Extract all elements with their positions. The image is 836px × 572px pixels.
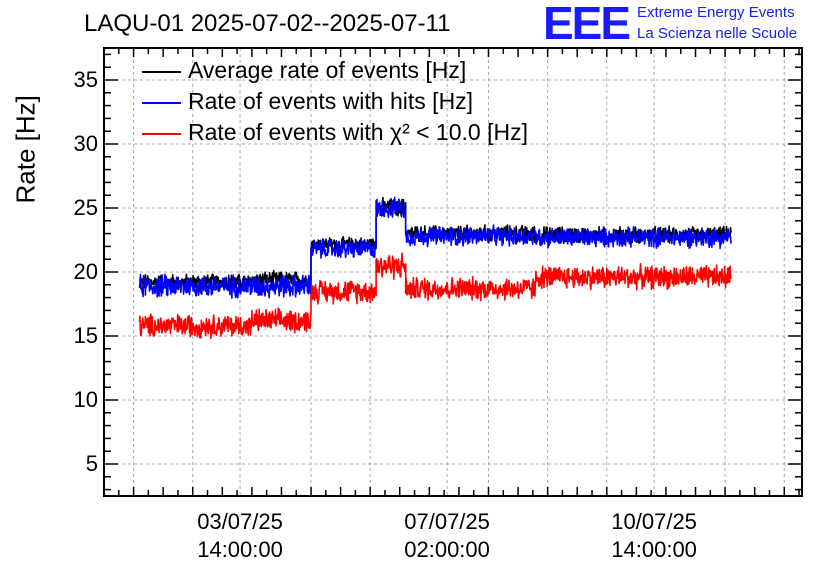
series-line-3 — [138, 252, 732, 339]
y-tick-label: 10 — [73, 387, 98, 412]
eee-logo: EEE — [543, 0, 631, 49]
series-line-2 — [138, 196, 732, 299]
y-tick-label: 20 — [73, 259, 98, 284]
x-tick-label: 03/07/25 14:00:00 — [197, 509, 283, 562]
y-tick-label: 25 — [73, 195, 98, 220]
chart-title: LAQU-01 2025-07-02--2025-07-11 — [84, 10, 451, 37]
legend-entry-1: Average rate of events [Hz] — [188, 57, 467, 83]
legend-entry-2: Rate of events with hits [Hz] — [188, 88, 474, 114]
x-tick-label: 07/07/25 02:00:00 — [404, 509, 490, 562]
y-tick-label: 15 — [73, 323, 98, 348]
x-tick-label: 10/07/25 14:00:00 — [611, 509, 697, 562]
y-tick-label: 30 — [73, 131, 98, 156]
legend-entry-3: Rate of events with χ² < 10.0 [Hz] — [188, 119, 528, 145]
y-axis-label: Rate [Hz] — [10, 95, 41, 204]
y-tick-label: 5 — [85, 451, 98, 476]
logo-line-2: La Scienza nelle Scuole — [637, 25, 798, 42]
logo-line-1: Extreme Energy Events — [637, 4, 795, 21]
y-tick-label: 35 — [73, 67, 98, 92]
